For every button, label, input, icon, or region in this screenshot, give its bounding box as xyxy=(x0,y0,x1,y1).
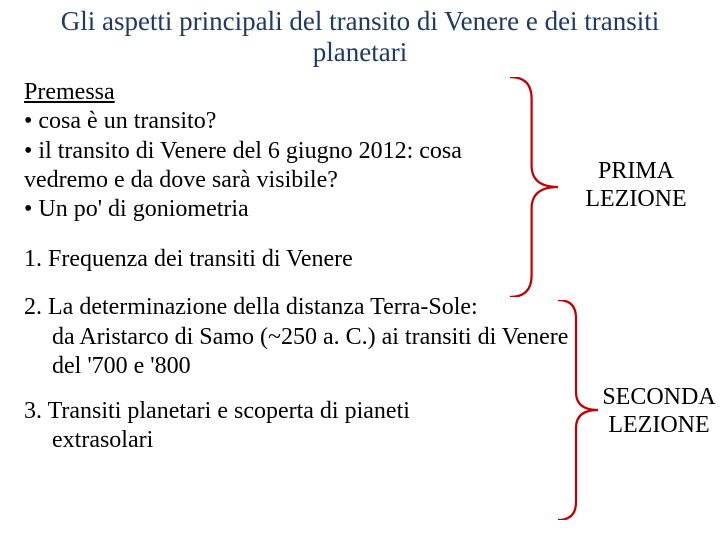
section-3: 3. Transiti planetari e scoperta di pian… xyxy=(24,397,544,456)
section-3-cont: extrasolari xyxy=(24,426,544,455)
premessa-bullet-2: • il transito di Venere del 6 giugno 201… xyxy=(24,138,462,193)
premessa-bullet-1: • cosa è un transito? xyxy=(24,108,216,134)
premessa-heading: Premessa xyxy=(24,79,115,105)
premessa-block: Premessa • cosa è un transito? • il tran… xyxy=(24,78,524,224)
section-2-lead: 2. La determinazione della distanza Terr… xyxy=(24,294,478,320)
section-3-lead: 3. Transiti planetari e scoperta di pian… xyxy=(24,398,410,424)
section-2-cont: da Aristarco di Samo (~250 a. C.) ai tra… xyxy=(24,323,584,382)
label-first-lesson: PRIMA LEZIONE xyxy=(566,158,706,213)
section-1: 1. Frequenza dei transiti di Venere xyxy=(24,246,544,273)
section-2: 2. La determinazione della distanza Terr… xyxy=(24,293,584,381)
premessa-bullet-3: • Un po' di goniometria xyxy=(24,196,249,222)
slide-title: Gli aspetti principali del transito di V… xyxy=(0,0,720,68)
label-second-lesson: SECONDA LEZIONE xyxy=(598,384,720,439)
